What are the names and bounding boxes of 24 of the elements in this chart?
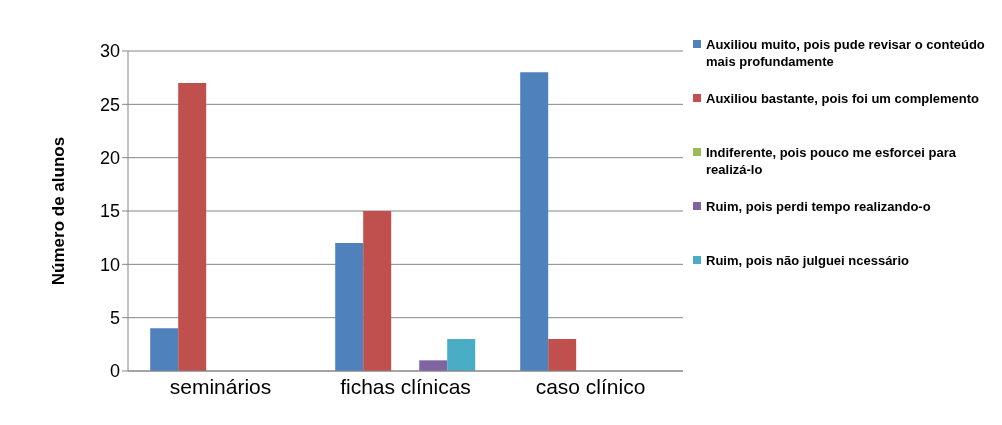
y-tick-label: 30 — [99, 41, 120, 62]
y-axis-title: Número de alunos — [49, 136, 69, 286]
y-tick-label: 0 — [109, 361, 120, 382]
x-tick-label: seminários — [169, 374, 272, 398]
legend-label: Auxiliou bastante, pois foi um complemento — [706, 90, 980, 107]
legend-label: Ruim, pois perdi tempo realizando-o — [706, 198, 931, 215]
bar — [363, 211, 392, 371]
bar — [520, 72, 549, 371]
x-tick-label: caso clínico — [535, 374, 646, 398]
bar — [548, 339, 577, 371]
bar — [178, 83, 207, 371]
bar — [335, 243, 364, 371]
y-tick-label: 5 — [109, 308, 120, 329]
y-tick-label: 20 — [99, 148, 120, 169]
bar — [150, 328, 179, 371]
legend-label: Ruim, pois não julguei ncessário — [706, 252, 909, 269]
y-tick-label: 15 — [99, 201, 120, 222]
legend-label: Indiferente, pois pouco me esforcei para realizá-lo — [706, 144, 957, 178]
legend-label: Auxiliou muito, pois pude revisar o conteúdo mais profundamente — [706, 36, 986, 70]
y-tick-label: 25 — [99, 94, 120, 115]
bar — [419, 360, 448, 371]
x-tick-label: fichas clínicas — [340, 374, 471, 398]
bar — [447, 339, 476, 371]
y-tick-label: 10 — [99, 254, 120, 275]
